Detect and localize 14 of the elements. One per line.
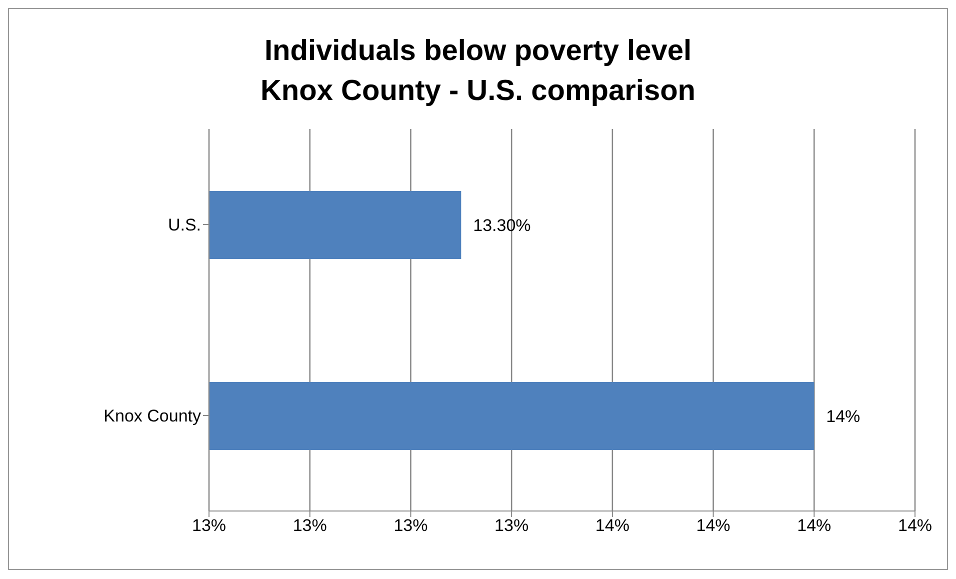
x-tick-label: 13%: [494, 516, 529, 536]
x-tick-label: 13%: [394, 516, 428, 536]
x-tick-label: 13%: [292, 516, 327, 536]
x-tick-label: 14%: [797, 516, 832, 536]
chart-title: Individuals below poverty level: [263, 34, 693, 69]
y-tick-label: Knox County: [104, 406, 202, 426]
x-tick-label: 14%: [696, 516, 730, 536]
y-tick-label: U.S.: [168, 216, 201, 235]
chart-subtitle: Knox County - U.S. comparison: [259, 74, 697, 109]
x-tick-label: 14%: [898, 516, 932, 536]
data-label: 13.30%: [473, 216, 531, 236]
data-label: 14%: [826, 407, 860, 426]
x-tick-label: 13%: [192, 516, 226, 536]
x-tick-label: 14%: [595, 516, 630, 536]
